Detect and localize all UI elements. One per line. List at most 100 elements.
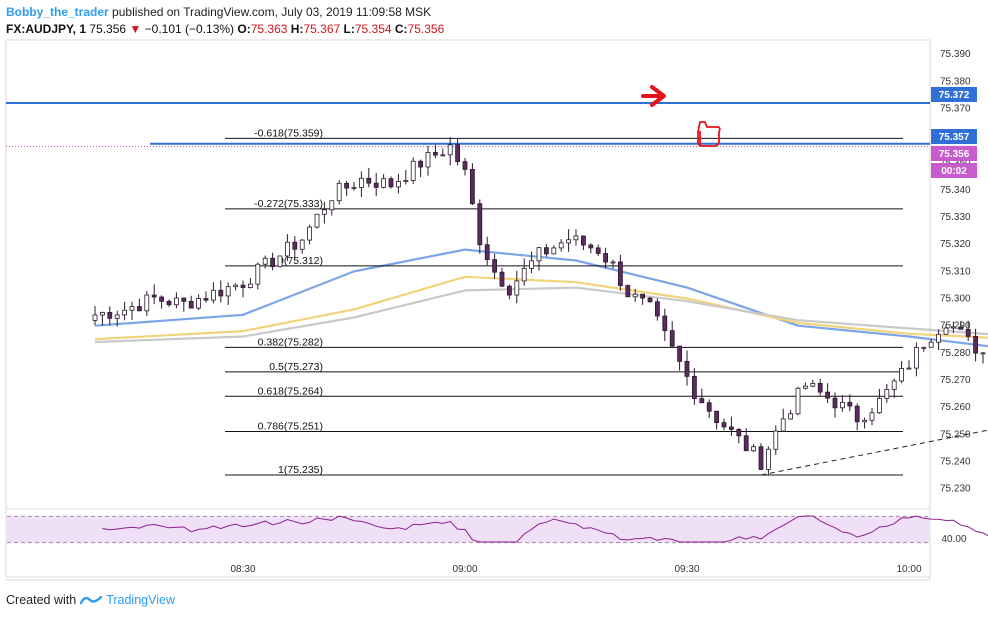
candle-body <box>551 247 557 255</box>
candle-body <box>218 289 224 297</box>
time-tick-label: 08:30 <box>230 564 255 575</box>
annotations <box>641 85 721 147</box>
tradingview-brand-link[interactable]: TradingView <box>106 593 175 607</box>
candle-body <box>381 178 387 188</box>
candle-body <box>655 301 660 317</box>
fib-level-label: 0(75.312) <box>278 255 323 267</box>
candle-body <box>928 341 934 348</box>
candle-body <box>899 368 904 382</box>
candle-body <box>588 244 594 249</box>
open-value: 75.363 <box>250 22 288 36</box>
symbol-name[interactable]: FX:AUDJPY, 1 <box>6 22 87 36</box>
candle-body <box>736 429 742 437</box>
candle-body <box>262 257 268 265</box>
price-tick-label: 75.240 <box>940 456 971 467</box>
candle-body <box>188 300 194 309</box>
candle-body <box>632 293 638 298</box>
price-tick-label: 75.260 <box>940 402 971 413</box>
candle-body <box>292 241 298 250</box>
time-tick-label: 10:00 <box>896 564 921 575</box>
candle-body <box>447 144 453 156</box>
candle-body <box>499 271 505 287</box>
candle-body <box>706 402 712 412</box>
candle-body <box>173 297 179 306</box>
candle-body <box>544 247 549 255</box>
price-tick-label: 75.230 <box>940 484 971 495</box>
candle-body <box>314 213 320 228</box>
candle-body <box>136 306 142 312</box>
candle-body <box>225 286 231 297</box>
candle-body <box>329 200 335 211</box>
candle-body <box>847 401 853 407</box>
candle-body <box>358 177 364 188</box>
candle-body <box>610 261 616 264</box>
candle-body <box>344 182 350 189</box>
price-tick-label: 75.340 <box>940 185 971 196</box>
candle-body <box>107 312 113 319</box>
candle-body <box>529 260 534 269</box>
candle-body <box>773 430 779 450</box>
horizontal-lines[interactable] <box>6 102 930 147</box>
lower-line-tag <box>931 129 977 144</box>
candle-body <box>307 226 313 241</box>
rsi-line <box>102 515 988 543</box>
candle-body <box>425 152 431 168</box>
candle-body <box>469 168 475 205</box>
candle-body <box>129 306 135 311</box>
candle-body <box>692 375 697 399</box>
price-tick-label: 75.280 <box>940 348 971 359</box>
price-axis[interactable]: 75.39075.38075.37075.36075.35075.34075.3… <box>940 49 971 494</box>
candle-body <box>618 261 623 286</box>
price-tick-label: 75.300 <box>940 294 971 305</box>
candle-body <box>477 203 483 246</box>
rsi-band <box>7 516 929 543</box>
price-tick-label: 75.390 <box>940 49 971 60</box>
candle-body <box>255 263 261 285</box>
last-price-tag-label: 75.356 <box>939 149 970 160</box>
candle-body <box>558 242 564 249</box>
upper-line-tag-label: 75.372 <box>939 90 970 101</box>
countdown-tag-label: 00:02 <box>941 166 967 177</box>
candle-body <box>388 178 394 188</box>
open-label: O: <box>237 22 251 36</box>
author-name[interactable]: Bobby_the_trader <box>6 5 109 19</box>
candle-body <box>566 239 571 244</box>
candle-body <box>965 328 971 337</box>
candle-body <box>973 335 978 354</box>
candle-body <box>795 387 801 415</box>
high-value: 75.367 <box>303 22 341 36</box>
candle-body <box>299 239 305 250</box>
candle-body <box>210 289 216 301</box>
candle-body <box>462 161 468 170</box>
publish-info: published on TradingView.com, July 03, 2… <box>112 5 432 19</box>
down-arrow-icon: ▼ <box>129 22 142 36</box>
close-value: 75.356 <box>407 22 445 36</box>
publication-header: Bobby_the_trader published on TradingVie… <box>6 5 431 19</box>
candle-body <box>766 448 771 470</box>
fib-level-label: -0.272(75.333) <box>254 198 323 210</box>
candle-body <box>721 422 727 428</box>
price-tick-label: 75.320 <box>940 239 971 250</box>
candle-body <box>921 346 927 349</box>
candle-body <box>403 180 409 182</box>
candle-body <box>884 389 890 399</box>
candle-body <box>758 446 764 470</box>
candle-body <box>595 247 601 254</box>
fib-level-label: 0.382(75.282) <box>258 336 323 348</box>
time-tick-label: 09:00 <box>452 564 477 575</box>
candle-body <box>114 314 120 319</box>
lower-line-tag-label: 75.357 <box>939 132 970 143</box>
candle-body <box>788 413 793 420</box>
candle-body <box>817 383 823 393</box>
candle-body <box>980 352 986 355</box>
moving-averages <box>94 248 988 348</box>
candle-body <box>603 253 608 263</box>
candle-body <box>669 330 675 347</box>
candle-body <box>647 297 653 303</box>
candle-body <box>144 294 150 312</box>
candle-body <box>869 412 875 421</box>
fibonacci-levels: -0.618(75.359) -0.272(75.333) 0(75.312) 0.3… <box>225 127 903 476</box>
candle-body <box>536 247 542 262</box>
